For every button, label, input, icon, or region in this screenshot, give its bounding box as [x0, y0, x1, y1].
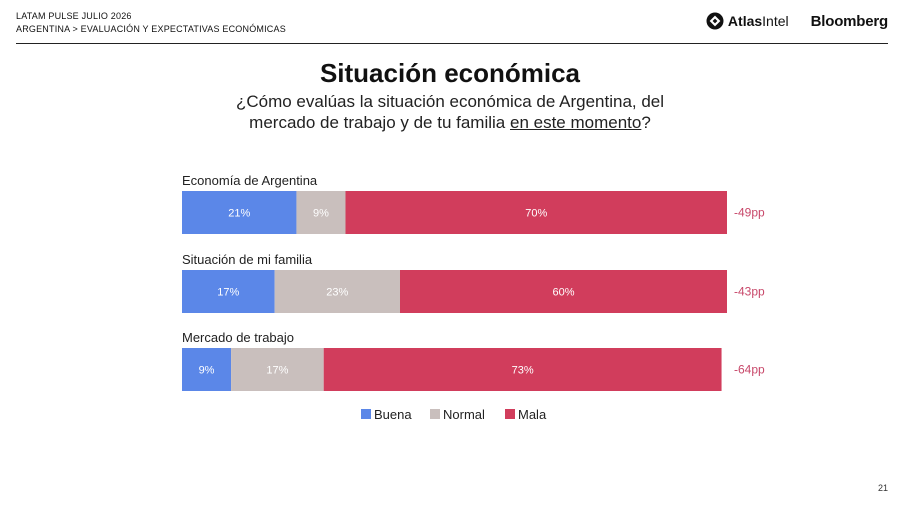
- bar-segment-normal: [274, 270, 400, 313]
- net-score-label: -49pp: [734, 206, 765, 220]
- legend-label-mala: Mala: [518, 407, 547, 422]
- data-label: 73%: [512, 365, 534, 377]
- subtitle-emphasis: en este momento: [509, 113, 642, 132]
- data-label: 70%: [525, 208, 547, 220]
- bloomberg-logo: Bloomberg: [810, 12, 889, 30]
- page-number: 21: [877, 483, 888, 493]
- bar-segment-normal: [296, 191, 346, 234]
- category-label: Mercado de trabajo: [182, 330, 294, 345]
- bar-segment-buena: [182, 348, 232, 391]
- data-label: 9%: [313, 208, 329, 220]
- header-divider: [16, 43, 888, 44]
- data-label: 9%: [199, 365, 215, 377]
- bar-segment-mala: [345, 191, 727, 234]
- net-score-label: -64pp: [734, 363, 765, 377]
- report-header: LATAM PULSE JULIO 2026 ARGENTINA > EVALU…: [16, 10, 286, 36]
- page-title: Situación económica: [319, 58, 581, 88]
- partner-logos: AtlasIntel Bloomberg: [706, 12, 888, 30]
- subtitle-line-2-text: mercado de trabajo y de tu familia: [249, 113, 510, 132]
- data-label: 60%: [552, 287, 574, 299]
- category-label: Economía de Argentina: [182, 173, 318, 188]
- bar-segment-buena: [182, 191, 297, 234]
- data-label: 17%: [266, 365, 288, 377]
- data-label: 17%: [217, 287, 239, 299]
- legend-swatch-mala: [505, 409, 515, 419]
- atlasintel-logo: AtlasIntel: [706, 12, 789, 30]
- legend-swatch-buena: [361, 409, 371, 419]
- subtitle-line-1: ¿Cómo evalúas la situación económica de …: [235, 92, 665, 111]
- data-label: 21%: [228, 208, 250, 220]
- bar-segment-buena: [182, 270, 275, 313]
- subtitle-question-mark: ?: [641, 113, 651, 132]
- report-series-title: LATAM PULSE JULIO 2026: [16, 11, 132, 21]
- report-section-breadcrumb: ARGENTINA > EVALUACIÓN Y EXPECTATIVAS EC…: [16, 24, 286, 34]
- bar-segment-normal: [231, 348, 324, 391]
- legend-label-normal: Normal: [443, 407, 485, 422]
- data-label: 23%: [326, 287, 348, 299]
- legend-swatch-normal: [430, 409, 440, 419]
- page-subtitle: ¿Cómo evalúas la situación económica de …: [0, 91, 900, 133]
- subtitle-line-2: mercado de trabajo y de tu familia en es…: [0, 112, 900, 133]
- atlasintel-wordmark-part1: Atlas: [727, 13, 763, 29]
- atlasintel-wordmark: AtlasIntel: [728, 13, 789, 29]
- net-score-label: -43pp: [734, 285, 765, 299]
- atlasintel-wordmark-part2: Intel: [762, 13, 789, 29]
- atlasintel-mark-icon: [706, 12, 724, 30]
- bar-segment-mala: [400, 270, 727, 313]
- category-label: Situación de mi familia: [182, 252, 313, 267]
- bar-segment-mala: [323, 348, 722, 391]
- legend-label-buena: Buena: [374, 407, 412, 422]
